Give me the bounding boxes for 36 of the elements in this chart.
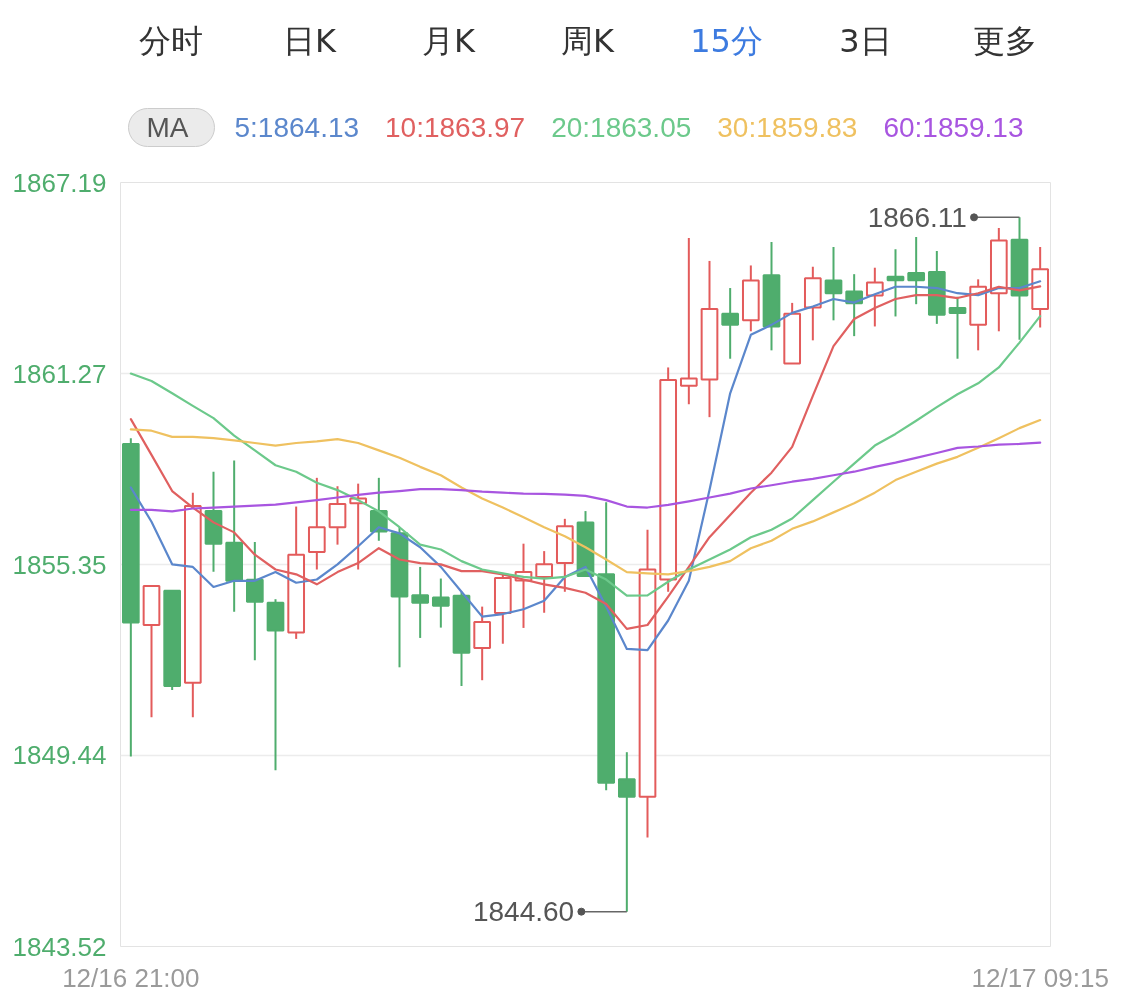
text: 周K [561,21,616,60]
y-tick-label: 1849.44 [12,740,107,771]
line-series [129,441,1042,513]
text: 分时 [138,21,203,60]
text: 30:1859.83 [717,112,858,143]
candlestick [535,550,554,614]
y-tick-label: 1867.19 [12,167,107,198]
candlestick [907,236,926,306]
text: 60:1859.13 [883,112,1024,143]
text: 月K [422,21,477,60]
legend-title: MA [146,112,189,143]
text: 20:1863.05 [551,112,692,143]
text: 10:1863.97 [385,112,526,143]
y-tick-label: 1843.52 [12,931,107,962]
candlestick [431,577,450,629]
candlestick [617,751,636,913]
text: 5:1864.13 [234,112,360,143]
text: 3日 [839,21,892,60]
y-tick-label: 1861.27 [12,358,107,389]
candlestick [328,485,347,546]
line-series [129,418,1042,576]
y-tick-label: 1855.35 [12,549,107,580]
text: 日K [283,21,338,60]
candlestick [886,248,905,318]
x-tick-label: 12/16 21:00 [62,962,200,993]
candlestick [411,565,430,639]
candlestick [679,237,698,406]
annotation: 1844.60 [472,896,575,928]
candlestick [721,287,740,360]
annotation: 1866.11 [867,201,967,233]
candlestick [245,541,264,662]
candlestick [824,246,843,322]
x-tick-label: 12/17 09:15 [971,962,1109,993]
line-series [129,315,1042,597]
text: 15分 [690,21,763,60]
text: 更多 [972,21,1037,60]
